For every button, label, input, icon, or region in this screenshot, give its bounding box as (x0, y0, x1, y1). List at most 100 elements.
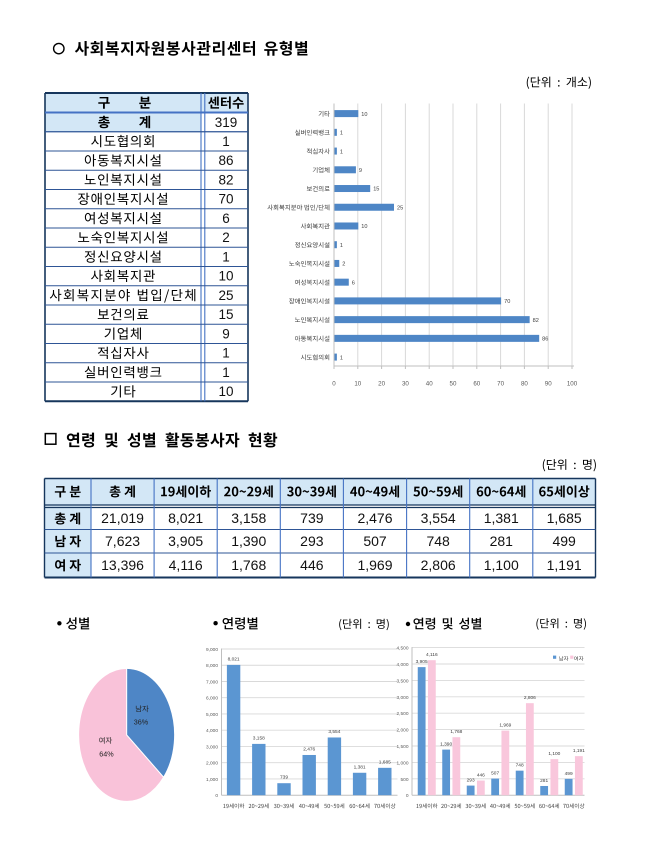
svg-text:4,116: 4,116 (426, 652, 438, 658)
svg-text:1,000: 1,000 (396, 760, 408, 766)
svg-text:40: 40 (426, 380, 433, 387)
svg-text:1,390: 1,390 (440, 742, 452, 748)
svg-text:446: 446 (477, 773, 485, 779)
svg-text:80: 80 (521, 380, 528, 387)
svg-text:3,554: 3,554 (421, 510, 456, 526)
svg-text:1,191: 1,191 (547, 557, 582, 573)
svg-text:50: 50 (450, 380, 457, 387)
svg-text:446: 446 (300, 557, 324, 573)
svg-text:1: 1 (222, 249, 230, 264)
svg-text:6: 6 (222, 211, 230, 226)
svg-text:4,000: 4,000 (396, 662, 408, 668)
svg-text:25: 25 (397, 205, 403, 211)
svg-text:1,685: 1,685 (547, 510, 582, 526)
svg-text:1: 1 (222, 134, 230, 149)
svg-text:8,021: 8,021 (168, 510, 203, 526)
svg-text:4,000: 4,000 (206, 728, 218, 734)
svg-text:86: 86 (542, 337, 548, 343)
svg-text:10: 10 (218, 269, 233, 284)
svg-text:9: 9 (359, 168, 362, 174)
svg-text:7,623: 7,623 (105, 533, 140, 549)
svg-text:2,000: 2,000 (206, 761, 218, 767)
svg-text:1,100: 1,100 (548, 751, 560, 757)
svg-text:1,000: 1,000 (206, 777, 218, 783)
svg-text:739: 739 (300, 510, 324, 526)
svg-text:2,806: 2,806 (421, 557, 456, 573)
svg-text:82: 82 (218, 172, 233, 187)
svg-text:6: 6 (352, 280, 355, 286)
svg-text:60: 60 (473, 380, 480, 387)
svg-text:0: 0 (406, 793, 409, 799)
svg-text:8,021: 8,021 (228, 656, 240, 662)
svg-text:9: 9 (222, 326, 230, 341)
svg-text:9,000: 9,000 (206, 647, 218, 653)
svg-text:3,000: 3,000 (396, 695, 408, 701)
svg-text:1,969: 1,969 (499, 723, 511, 729)
svg-text:1: 1 (340, 131, 343, 137)
svg-text:100: 100 (567, 380, 578, 387)
svg-text:1,969: 1,969 (357, 557, 392, 573)
svg-text:748: 748 (426, 533, 450, 549)
svg-text:2,500: 2,500 (396, 711, 408, 717)
svg-text:7,000: 7,000 (206, 679, 218, 685)
svg-text:0: 0 (332, 380, 336, 387)
svg-text:5,000: 5,000 (206, 712, 218, 718)
svg-text:1: 1 (340, 149, 343, 155)
svg-text:1: 1 (222, 346, 230, 361)
svg-text:1: 1 (222, 365, 230, 380)
svg-text:70: 70 (504, 299, 510, 305)
svg-text:499: 499 (565, 771, 573, 777)
svg-text:0: 0 (215, 793, 218, 799)
svg-text:2,476: 2,476 (303, 746, 315, 752)
svg-text:1,381: 1,381 (354, 764, 366, 770)
svg-text:507: 507 (363, 533, 387, 549)
svg-text:3,500: 3,500 (396, 678, 408, 684)
svg-text:15: 15 (218, 307, 233, 322)
svg-text:500: 500 (400, 777, 408, 783)
svg-text:70: 70 (497, 380, 504, 387)
svg-text:2,806: 2,806 (524, 695, 536, 701)
svg-text:90: 90 (545, 380, 552, 387)
svg-text:21,019: 21,019 (101, 510, 144, 526)
svg-text:1,191: 1,191 (573, 748, 585, 754)
svg-text:1,100: 1,100 (484, 557, 519, 573)
svg-text:748: 748 (516, 763, 524, 769)
svg-text:82: 82 (533, 318, 539, 324)
svg-text:293: 293 (467, 778, 475, 784)
svg-text:6,000: 6,000 (206, 696, 218, 702)
svg-text:15: 15 (373, 187, 379, 193)
svg-text:64%: 64% (99, 750, 114, 759)
svg-text:3,158: 3,158 (253, 735, 265, 741)
svg-text:1: 1 (340, 243, 343, 249)
svg-text:2: 2 (222, 230, 230, 245)
svg-text:10: 10 (354, 380, 361, 387)
svg-text:36%: 36% (134, 717, 149, 726)
svg-text:1,768: 1,768 (231, 557, 266, 573)
svg-text:1: 1 (340, 355, 343, 361)
svg-text:10: 10 (218, 384, 233, 399)
svg-text:739: 739 (280, 775, 288, 781)
svg-text:3,905: 3,905 (168, 533, 203, 549)
svg-text:1,390: 1,390 (231, 533, 266, 549)
svg-text:319: 319 (215, 115, 238, 130)
svg-text:4,116: 4,116 (169, 557, 203, 573)
svg-text:293: 293 (300, 533, 324, 549)
svg-text:3,000: 3,000 (206, 744, 218, 750)
svg-text:8,000: 8,000 (206, 663, 218, 669)
svg-text:2,476: 2,476 (357, 510, 392, 526)
svg-text:1,685: 1,685 (379, 759, 391, 765)
svg-text:25: 25 (218, 288, 233, 303)
svg-text:3,158: 3,158 (231, 510, 266, 526)
svg-text:86: 86 (218, 153, 233, 168)
svg-text:10: 10 (361, 224, 367, 230)
svg-text:1,500: 1,500 (396, 744, 408, 750)
svg-text:3,554: 3,554 (328, 729, 340, 735)
svg-text:499: 499 (552, 533, 576, 549)
svg-text:281: 281 (490, 533, 514, 549)
svg-text:1,381: 1,381 (484, 510, 519, 526)
svg-text:10: 10 (361, 112, 367, 118)
svg-text:507: 507 (491, 771, 499, 777)
svg-text:2,000: 2,000 (396, 728, 408, 734)
svg-text:3,905: 3,905 (416, 659, 428, 665)
svg-text:1,768: 1,768 (450, 729, 462, 735)
